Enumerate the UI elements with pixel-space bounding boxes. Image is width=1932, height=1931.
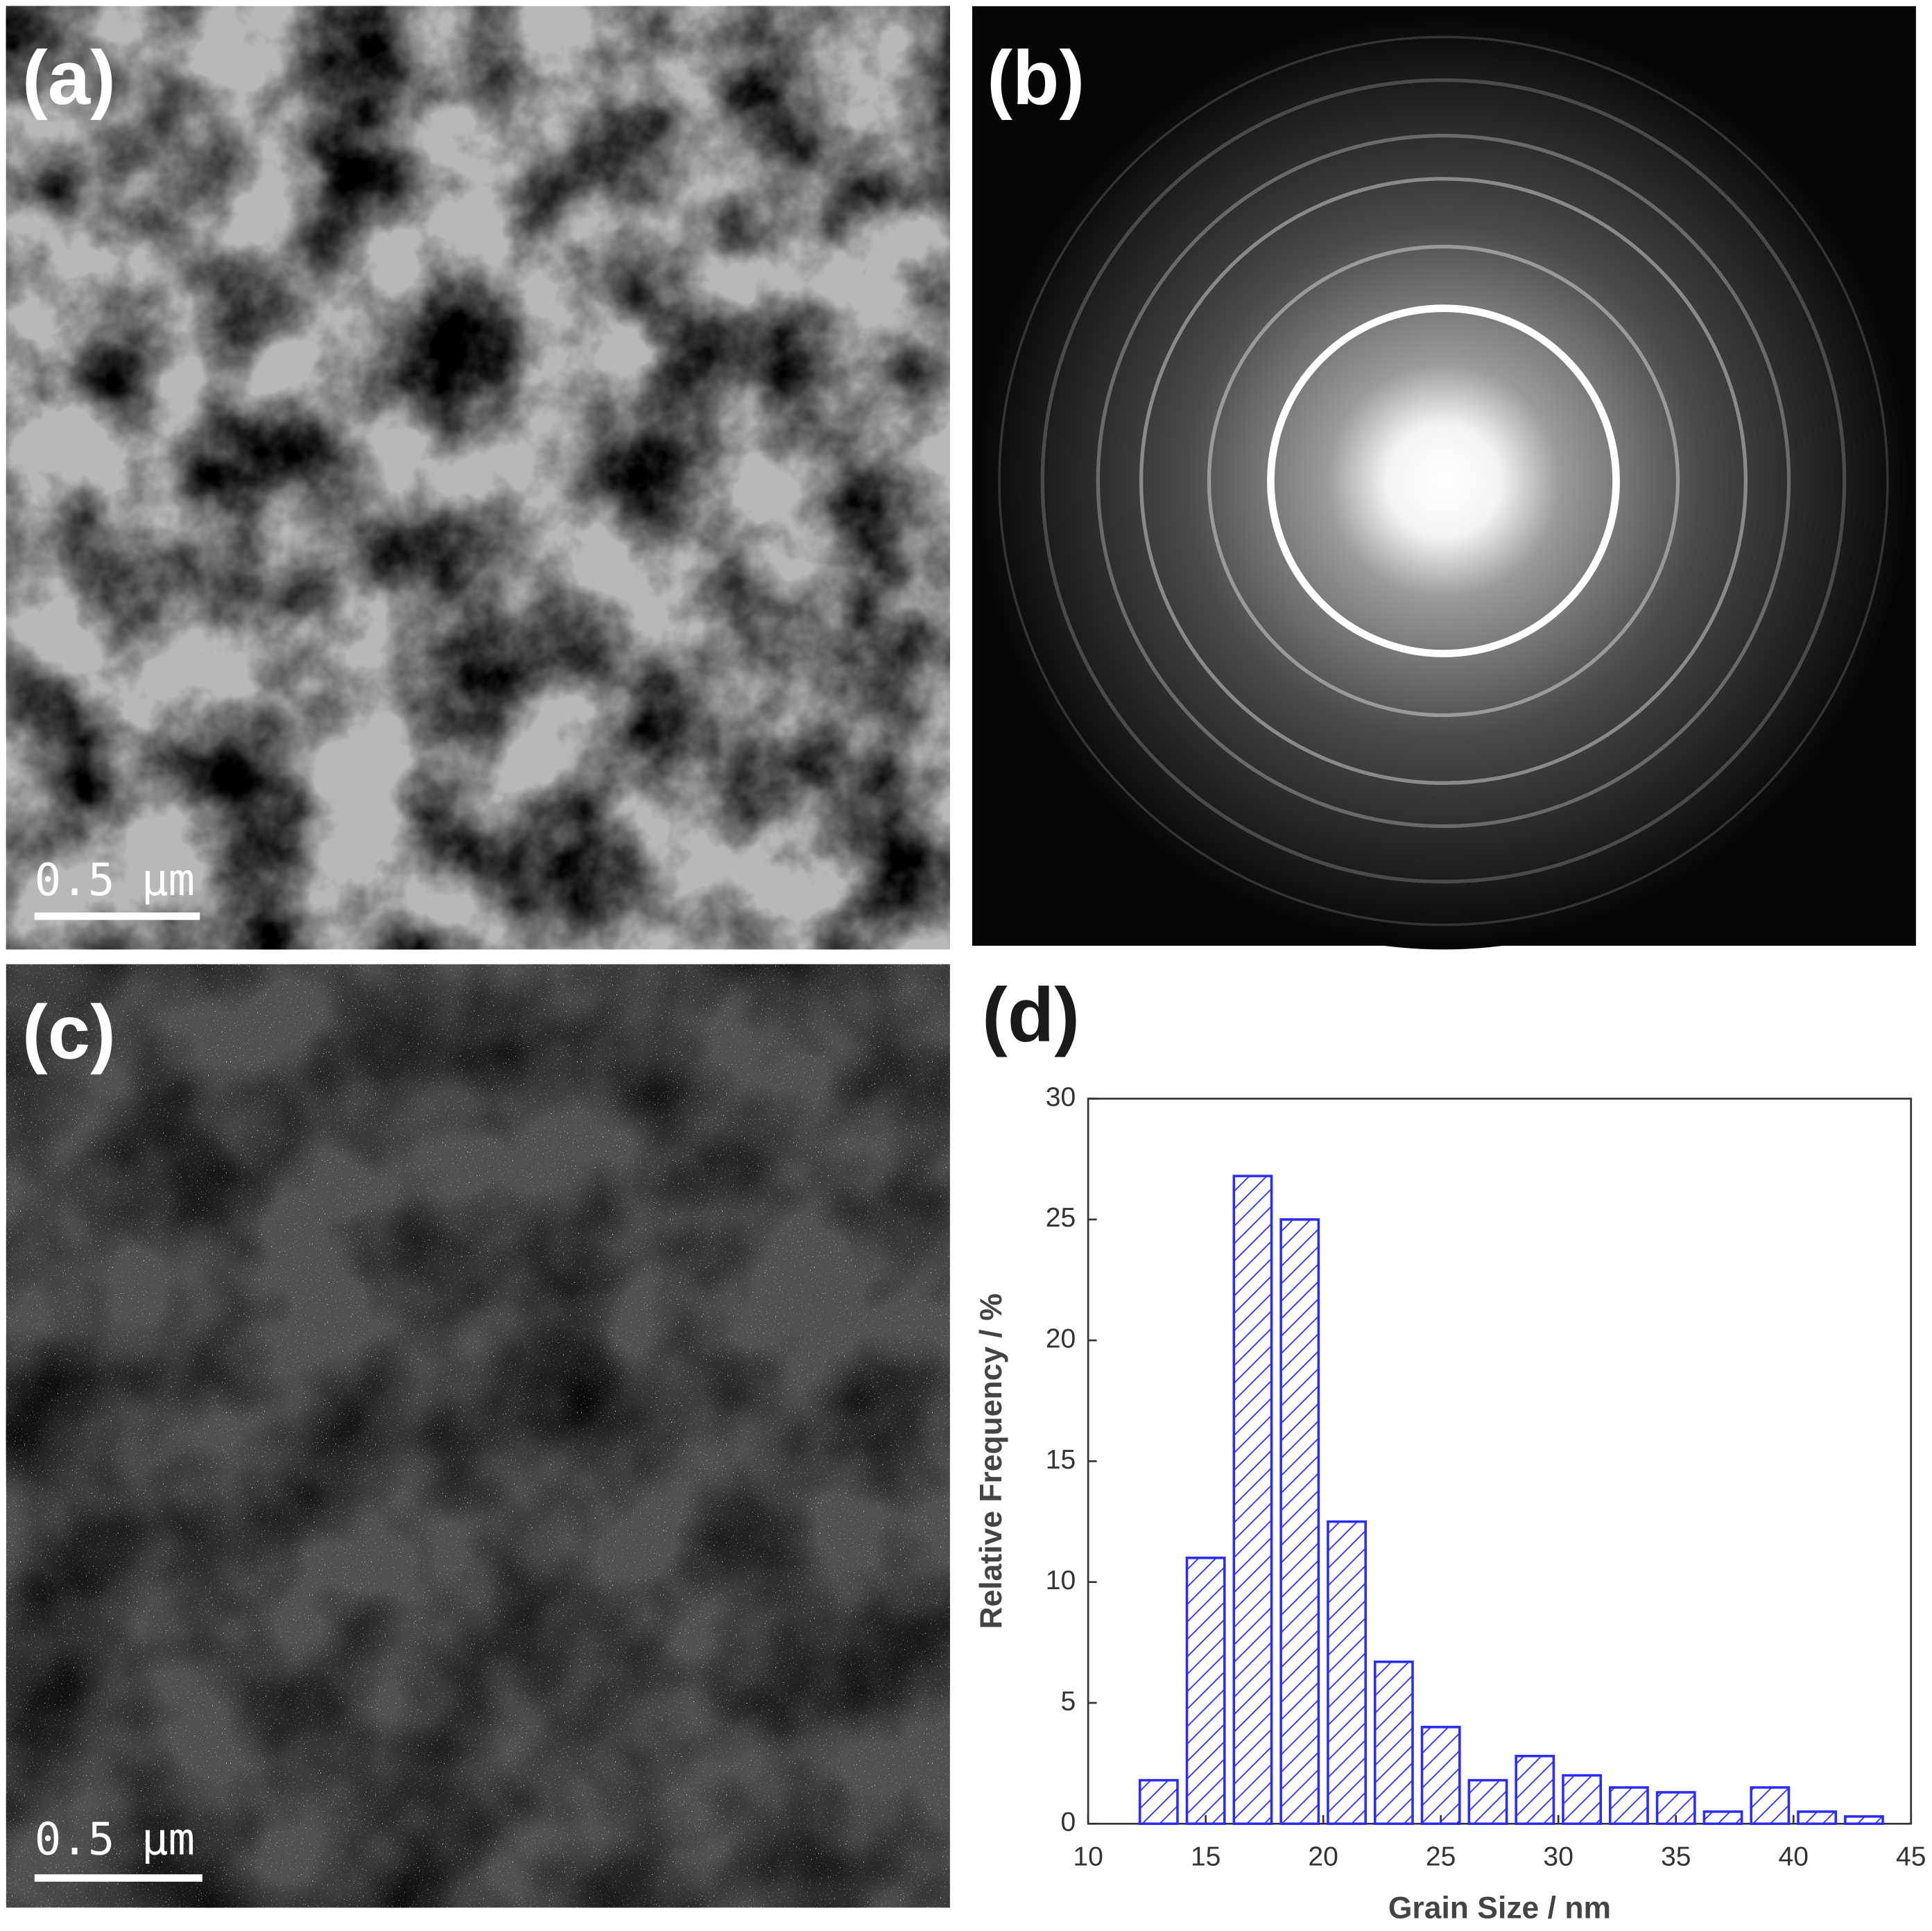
x-axis-title: Grain Size / nm [1388, 1891, 1611, 1925]
panel-label: (a) [22, 35, 116, 121]
bar [1702, 1810, 1743, 1826]
bar [1562, 1774, 1603, 1826]
panel-label: (b) [987, 35, 1085, 121]
bar [1232, 1175, 1273, 1826]
x-tick-label: 40 [1778, 1842, 1809, 1871]
bar [1279, 1218, 1320, 1826]
bar [1797, 1810, 1838, 1826]
bar [1655, 1791, 1696, 1826]
x-tick-label: 20 [1308, 1842, 1338, 1871]
bar [1467, 1778, 1508, 1826]
x-tick-label: 45 [1896, 1842, 1926, 1871]
x-tick-label: 30 [1543, 1842, 1573, 1871]
x-tick-label: 25 [1426, 1842, 1456, 1871]
bar [1515, 1754, 1555, 1826]
y-axis-title: Relative Frequency / % [974, 1293, 1008, 1629]
histogram: 0 5 10 15 20 25 30 10 15 20 25 30 35 40 45 Grain Size /… [974, 1082, 1926, 1925]
y-tick-label: 10 [1046, 1566, 1076, 1595]
x-tick-label: 35 [1661, 1842, 1691, 1871]
bar [1844, 1815, 1884, 1826]
y-tick-label: 15 [1046, 1445, 1076, 1475]
x-tick-label: 15 [1191, 1842, 1221, 1871]
bar [1327, 1520, 1367, 1826]
x-tick-label: 10 [1073, 1842, 1103, 1871]
bar [1750, 1786, 1791, 1826]
y-tick-label: 0 [1061, 1808, 1076, 1837]
micrograph-a [6, 6, 950, 950]
diffraction-pattern [972, 6, 1916, 950]
y-tick-label: 5 [1061, 1686, 1076, 1716]
micrograph-c [6, 964, 950, 1908]
y-tick-label: 20 [1046, 1324, 1076, 1353]
scale-bar-label: 0.5 µm [35, 1815, 195, 1866]
bar [1373, 1660, 1414, 1826]
panel-label: (d) [982, 973, 1080, 1058]
bar [1185, 1557, 1226, 1826]
bar [1609, 1786, 1649, 1826]
bar [1420, 1726, 1461, 1826]
y-tick-label: 25 [1046, 1203, 1076, 1233]
scale-bar-label: 0.5 µm [35, 855, 195, 906]
bar [1138, 1778, 1179, 1826]
panel-label: (c) [22, 990, 116, 1075]
y-tick-label: 30 [1046, 1082, 1076, 1112]
